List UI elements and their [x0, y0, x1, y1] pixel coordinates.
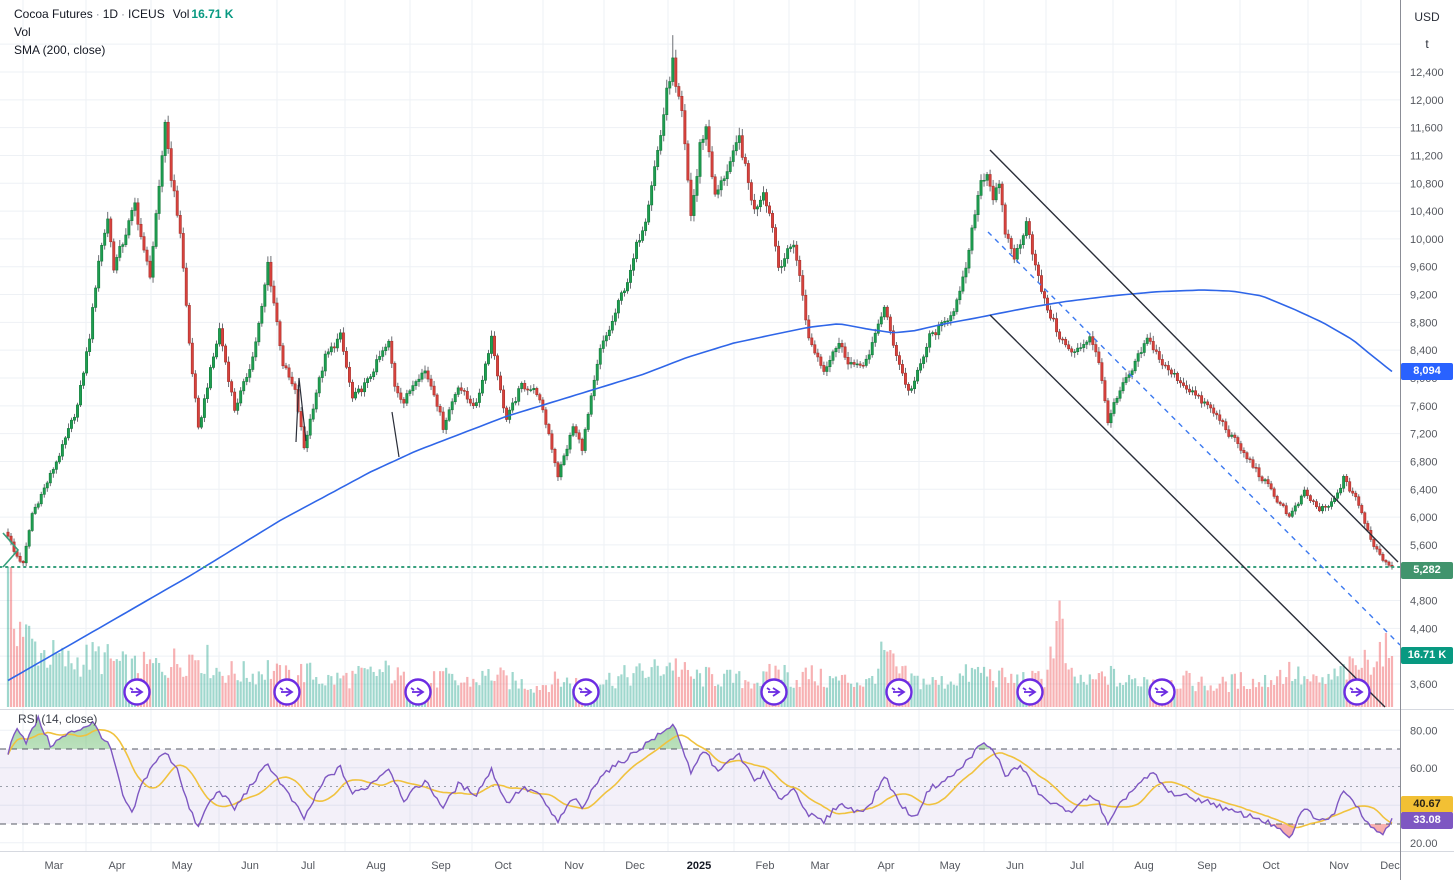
y-axis-label: 12,000 — [1410, 95, 1444, 107]
y-axis-label: 6,000 — [1410, 512, 1438, 524]
x-axis-label: Jul — [301, 860, 315, 872]
price-channel[interactable] — [295, 149, 1401, 708]
x-axis-label: May — [172, 860, 193, 872]
rsi-indicator-legend[interactable]: RSI (14, close) — [18, 712, 98, 726]
separator-dot: · — [121, 7, 126, 21]
x-axis-label: Oct — [1262, 860, 1279, 872]
rollover-marker[interactable] — [1343, 678, 1371, 706]
y-axis-label: 3,600 — [1410, 679, 1438, 691]
sma-line[interactable] — [7, 289, 1393, 682]
separator-dot: · — [95, 7, 100, 21]
x-axis-label: Mar — [811, 860, 830, 872]
y-axis-label: 8,400 — [1410, 345, 1438, 357]
y-axis-label: 7,200 — [1410, 429, 1438, 441]
x-axis-label: 2025 — [687, 860, 711, 872]
rsi-axis-label: 20.00 — [1410, 838, 1438, 850]
rollover-marker[interactable] — [1016, 678, 1044, 706]
y-axis-label: 11,200 — [1410, 150, 1443, 162]
y-axis-label: 4,800 — [1410, 596, 1438, 608]
rollover-marker[interactable] — [404, 678, 432, 706]
rsi-ma-badge: 40.67 — [1401, 796, 1453, 813]
x-axis-label: Dec — [625, 860, 645, 872]
x-axis-label: Nov — [564, 860, 584, 872]
rollover-marker[interactable] — [885, 678, 913, 706]
x-axis-label: May — [940, 860, 961, 872]
x-axis-label: Oct — [494, 860, 511, 872]
symbol-title[interactable]: Cocoa Futures — [14, 7, 93, 21]
y-axis-label: 11,600 — [1410, 123, 1443, 135]
y-axis-label: 9,200 — [1410, 290, 1438, 302]
volume-indicator-legend[interactable]: Vol — [14, 25, 31, 39]
x-axis-label: Jun — [1006, 860, 1024, 872]
symbol-legend-row[interactable]: Cocoa Futures · 1D · ICEUS Vol 16.71 K — [14, 5, 233, 23]
x-axis-label: Mar — [45, 860, 64, 872]
unit-toggle[interactable]: t — [1425, 37, 1429, 51]
level-start-chevron-icon[interactable] — [2, 532, 20, 568]
y-axis-label: 4,400 — [1410, 623, 1438, 635]
y-axis-label: 8,800 — [1410, 317, 1438, 329]
x-axis-label: Jul — [1070, 860, 1084, 872]
y-axis-label: 10,800 — [1410, 178, 1444, 190]
y-axis-label: 12,400 — [1410, 67, 1444, 79]
y-axis-label: 6,400 — [1410, 484, 1438, 496]
exchange-label[interactable]: ICEUS — [128, 7, 165, 21]
rollover-marker[interactable] — [760, 678, 788, 706]
x-axis-label: Jun — [241, 860, 259, 872]
rsi-band — [0, 749, 1400, 824]
rollover-marker[interactable] — [123, 678, 151, 706]
rollover-marker[interactable] — [273, 678, 301, 706]
rollover-marker[interactable] — [1148, 678, 1176, 706]
rsi-line[interactable] — [7, 714, 1393, 839]
volume-legend-label: Vol — [172, 7, 190, 21]
candles — [6, 35, 1394, 570]
y-axis-label: 10,000 — [1410, 234, 1444, 246]
y-axis-label: 6,800 — [1410, 456, 1438, 468]
x-axis-label: Apr — [877, 860, 894, 872]
x-axis-label: Nov — [1329, 860, 1349, 872]
sma-price-badge: 8,094 — [1401, 363, 1453, 380]
currency-toggle[interactable]: USD — [1414, 10, 1440, 24]
y-axis-label: 10,400 — [1410, 206, 1444, 218]
sma-indicator-legend[interactable]: SMA (200, close) — [14, 43, 106, 57]
last-price-badge: 5,282 — [1401, 562, 1453, 579]
x-axis-label: Aug — [1134, 860, 1154, 872]
x-axis-labels: Mar Apr May Jun Jul Aug Sep Oct Nov Dec 2025 Feb Mar… — [45, 860, 1401, 872]
rsi-axis-label: 80.00 — [1410, 725, 1438, 737]
chart-legend: Cocoa Futures · 1D · ICEUS Vol 16.71 K Vol SMA… — [14, 5, 233, 59]
x-axis-label: Sep — [431, 860, 451, 872]
price-axis-background[interactable] — [1401, 0, 1454, 880]
volume-legend-value: 16.71 K — [191, 7, 234, 21]
y-axis-label: 7,600 — [1410, 401, 1438, 413]
volume-badge: 16.71 K — [1401, 647, 1453, 664]
x-axis-label: Sep — [1197, 860, 1217, 872]
rsi-value-badge: 33.08 — [1401, 812, 1453, 829]
x-axis-label: Aug — [366, 860, 386, 872]
x-axis-label: Feb — [756, 860, 775, 872]
x-axis-label: Apr — [108, 860, 125, 872]
y-axis-label: 9,600 — [1410, 262, 1438, 274]
rollover-marker[interactable] — [572, 678, 600, 706]
y-axis-label: 5,600 — [1410, 540, 1438, 552]
rsi-axis-label: 60.00 — [1410, 763, 1438, 775]
x-axis-label: Dec — [1380, 860, 1400, 872]
interval-label[interactable]: 1D — [102, 7, 119, 21]
